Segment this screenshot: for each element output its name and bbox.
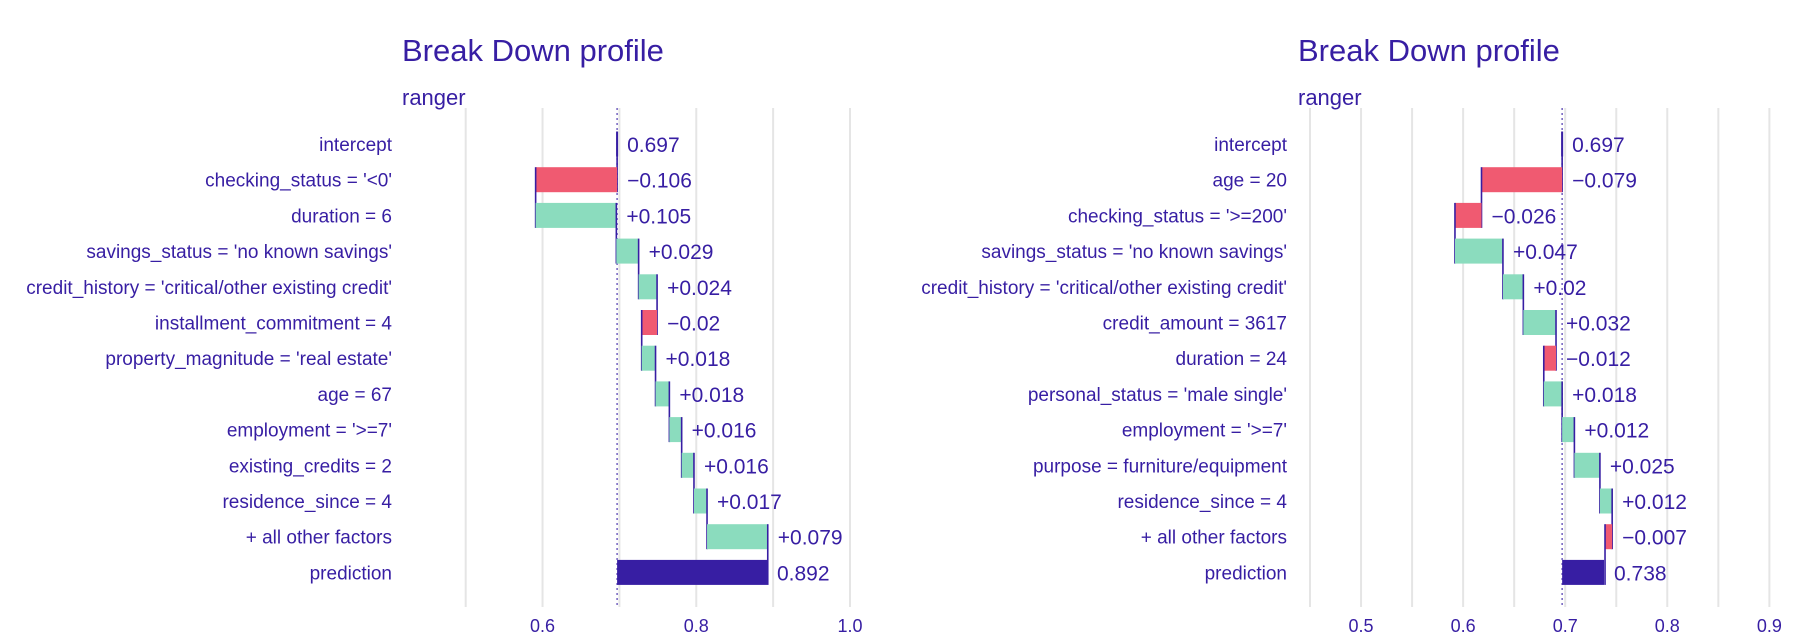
contribution-bar [1454,202,1482,228]
variable-label: property_magnitude = 'real estate' [105,349,392,370]
value-label: +0.016 [692,420,757,443]
x-tick-label: 0.5 [1349,616,1374,636]
value-label: +0.105 [626,205,691,228]
prediction-bar [1562,559,1604,585]
chart-subtitle: ranger [1298,85,1362,110]
variable-label: checking_status = '<0' [205,171,392,192]
variable-label: age = 67 [318,385,393,406]
x-tick-label: 0.7 [1553,616,1578,636]
value-label: +0.017 [717,491,782,514]
break-down-panel-right: Break Down profile ranger 0.5 0.6 0.7 0.8 0.9 i… [921,33,1782,636]
contribution-bar [1599,488,1613,514]
value-label: −0.106 [627,170,692,193]
value-label: −0.079 [1572,170,1637,193]
value-label: 0.892 [777,562,830,585]
variable-label: savings_status = 'no known savings' [86,242,392,263]
value-label: +0.012 [1622,491,1687,514]
contribution-bar [1574,452,1600,478]
value-label: 0.738 [1614,562,1667,585]
value-label: +0.02 [1533,277,1586,300]
value-label: +0.047 [1513,241,1578,264]
variable-label: duration = 6 [291,206,392,227]
value-label: +0.018 [679,384,744,407]
variable-label: purpose = furniture/equipment [1033,456,1288,477]
variable-label: checking_status = '>=200' [1068,206,1287,227]
variable-label: employment = '>=7' [227,421,392,442]
value-label: −0.007 [1622,527,1687,550]
contribution-bar [616,238,639,264]
contribution-bar [1543,345,1557,371]
variable-label: + all other factors [246,528,392,549]
contribution-bar [535,167,618,193]
contribution-bar [707,524,768,550]
value-label: +0.016 [704,455,769,478]
x-tick-label: 1.0 [837,616,862,636]
value-label: +0.079 [778,527,843,550]
chart-title: Break Down profile [402,33,664,68]
variable-label: + all other factors [1141,528,1287,549]
variable-label: prediction [310,563,392,584]
chart-title: Break Down profile [1298,33,1560,68]
contribution-bar [669,417,682,443]
contribution-bar [641,345,656,371]
contribution-bar [1454,238,1503,264]
contribution-bar [641,310,658,335]
contribution-bar [638,274,658,300]
x-tick-label: 0.8 [1655,616,1680,636]
chart-subtitle: ranger [402,85,466,110]
x-tick-label: 0.6 [530,616,555,636]
variable-label: credit_amount = 3617 [1103,314,1287,335]
variable-label: duration = 24 [1176,349,1288,370]
variable-label: intercept [319,135,393,156]
break-down-panel-left: Break Down profile ranger 0.6 0.8 1.0 interce… [26,33,862,636]
value-label: −0.026 [1492,205,1557,228]
value-label: +0.012 [1584,420,1649,443]
variable-label: prediction [1205,563,1287,584]
contribution-bar [681,452,694,478]
value-label: 0.697 [1572,134,1625,157]
variable-label: installment_commitment = 4 [155,314,392,335]
contribution-bar [1562,417,1575,443]
x-tick-label: 0.6 [1451,616,1476,636]
variable-label: intercept [1214,135,1288,156]
variable-label: residence_since = 4 [222,492,392,513]
variable-label: age = 20 [1213,171,1288,192]
value-label: −0.02 [667,313,720,336]
value-label: +0.018 [1572,384,1637,407]
variable-label: credit_history = 'critical/other existin… [921,278,1287,299]
value-label: +0.018 [666,348,731,371]
variable-label: credit_history = 'critical/other existin… [26,278,392,299]
value-label: −0.012 [1566,348,1631,371]
contribution-bar [1502,274,1524,300]
contribution-bar [1543,381,1563,407]
x-tick-label: 0.9 [1757,616,1782,636]
variable-label: savings_status = 'no known savings' [981,242,1287,263]
variable-label: personal_status = 'male single' [1028,385,1287,406]
value-label: +0.024 [667,277,732,300]
x-tick-label: 0.8 [684,616,709,636]
variable-label: employment = '>=7' [1122,421,1287,442]
value-label: 0.697 [627,134,680,157]
variable-label: residence_since = 4 [1117,492,1287,513]
variable-label: existing_credits = 2 [229,456,392,477]
contribution-bar [1523,310,1557,335]
contribution-bar [693,488,708,514]
value-label: +0.025 [1610,455,1675,478]
prediction-bar [617,559,767,585]
value-label: +0.032 [1566,313,1631,336]
value-label: +0.029 [649,241,714,264]
contribution-bar [1605,524,1613,550]
contribution-bar [535,202,617,228]
contribution-bar [655,381,670,407]
contribution-bar [1481,167,1563,193]
